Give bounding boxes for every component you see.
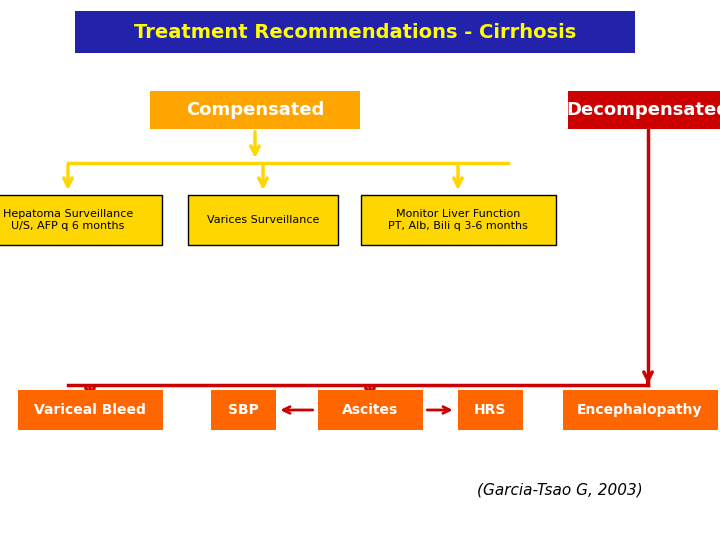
FancyBboxPatch shape: [75, 11, 635, 53]
Text: Hepatoma Surveillance
U/S, AFP q 6 months: Hepatoma Surveillance U/S, AFP q 6 month…: [3, 209, 133, 231]
Text: (Garcia-Tsao G, 2003): (Garcia-Tsao G, 2003): [477, 483, 643, 497]
FancyBboxPatch shape: [188, 195, 338, 245]
FancyBboxPatch shape: [0, 195, 162, 245]
Text: Monitor Liver Function
PT, Alb, Bili q 3-6 months: Monitor Liver Function PT, Alb, Bili q 3…: [388, 209, 528, 231]
FancyBboxPatch shape: [210, 390, 276, 430]
Text: Compensated: Compensated: [186, 101, 324, 119]
FancyBboxPatch shape: [568, 91, 720, 129]
FancyBboxPatch shape: [318, 390, 423, 430]
FancyBboxPatch shape: [562, 390, 718, 430]
FancyBboxPatch shape: [361, 195, 556, 245]
FancyBboxPatch shape: [457, 390, 523, 430]
FancyBboxPatch shape: [17, 390, 163, 430]
Text: Variceal Bleed: Variceal Bleed: [34, 403, 146, 417]
Text: Encephalopathy: Encephalopathy: [577, 403, 703, 417]
Text: SBP: SBP: [228, 403, 258, 417]
Text: Treatment Recommendations - Cirrhosis: Treatment Recommendations - Cirrhosis: [134, 23, 576, 42]
FancyBboxPatch shape: [150, 91, 360, 129]
Text: Ascites: Ascites: [342, 403, 398, 417]
Text: Decompensated: Decompensated: [567, 101, 720, 119]
Text: Varices Surveillance: Varices Surveillance: [207, 215, 319, 225]
Text: HRS: HRS: [474, 403, 506, 417]
